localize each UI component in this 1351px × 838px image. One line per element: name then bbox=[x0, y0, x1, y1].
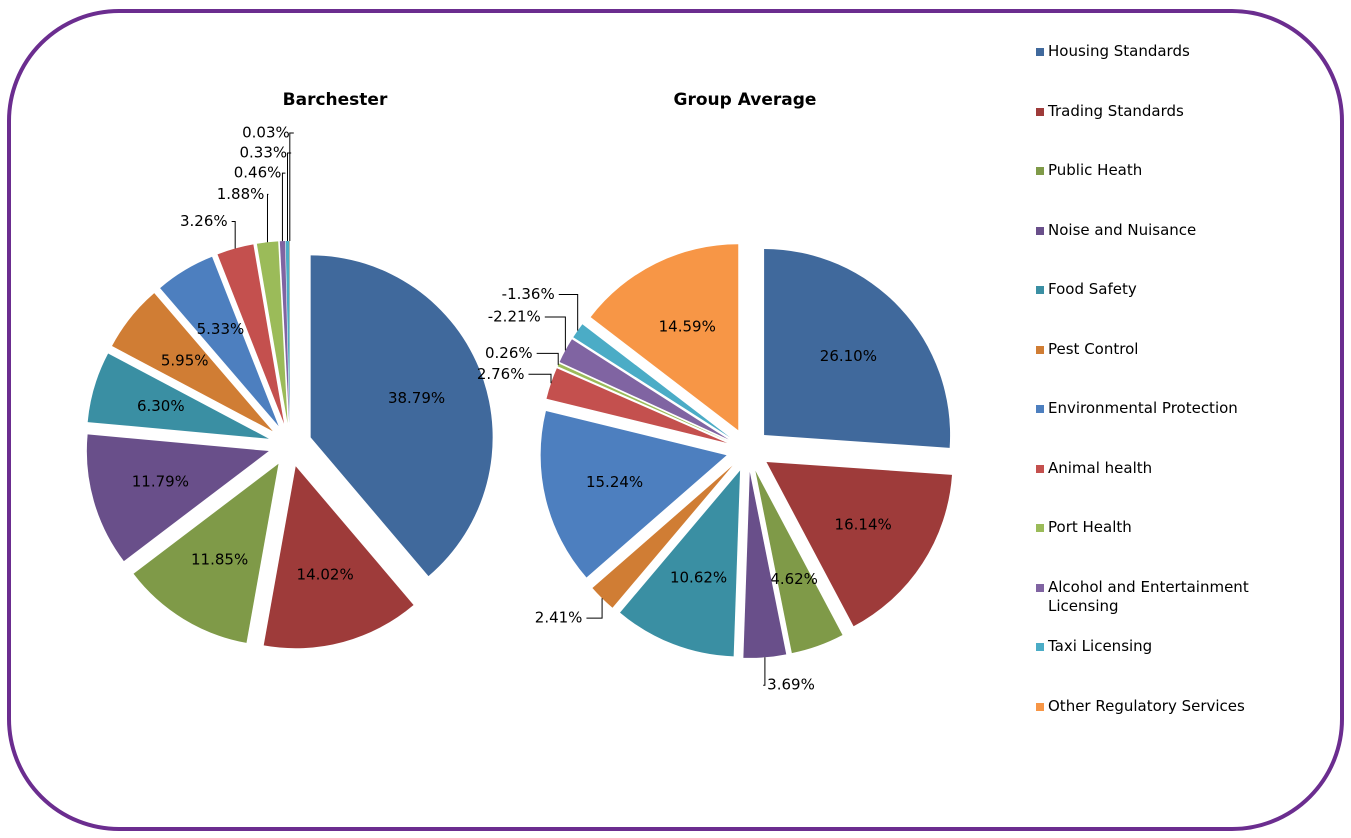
data-label: 5.33% bbox=[197, 320, 245, 338]
pie-slice bbox=[590, 244, 739, 431]
data-label: 2.76% bbox=[477, 365, 525, 383]
legend-label: Pest Control bbox=[1048, 339, 1139, 358]
data-label: 0.26% bbox=[485, 344, 533, 362]
legend-swatch bbox=[1036, 226, 1044, 235]
pie-slice bbox=[592, 465, 733, 608]
leader-line bbox=[544, 316, 566, 351]
legend-item: Animal health bbox=[1036, 459, 1286, 519]
legend-swatch bbox=[1036, 524, 1044, 532]
legend-label: Public Heath bbox=[1048, 161, 1143, 179]
leader-line bbox=[231, 221, 236, 249]
legend-item: Trading Standards bbox=[1036, 102, 1286, 162]
frame bbox=[7, 9, 1344, 831]
legend-label: Noise and Nuisance bbox=[1048, 220, 1197, 239]
legend-item: Housing Standards bbox=[1036, 42, 1286, 102]
legend-swatch bbox=[1036, 643, 1044, 651]
pie-slice bbox=[279, 241, 290, 424]
legend-swatch bbox=[1036, 583, 1044, 592]
data-label: -1.36% bbox=[502, 285, 555, 303]
pie-slice bbox=[755, 470, 843, 654]
data-label: 14.02% bbox=[297, 566, 354, 584]
data-label: 0.46% bbox=[234, 164, 282, 182]
pie-slice bbox=[766, 461, 953, 627]
leader-line bbox=[266, 193, 269, 243]
legend-swatch bbox=[1036, 702, 1044, 711]
legend-item: Environmental Protection bbox=[1036, 399, 1286, 459]
legend-item: Food Safety bbox=[1036, 280, 1286, 340]
legend-swatch bbox=[1036, 286, 1044, 294]
data-label: 26.10% bbox=[820, 347, 877, 365]
leader-line bbox=[763, 657, 766, 686]
legend-item: Pest Control bbox=[1036, 340, 1286, 400]
data-label: 6.30% bbox=[137, 397, 185, 415]
data-label: 11.85% bbox=[191, 551, 248, 569]
pie-slice bbox=[557, 363, 728, 441]
legend-item: Taxi Licensing bbox=[1036, 637, 1286, 697]
data-label: 3.26% bbox=[180, 212, 228, 230]
leader-line bbox=[558, 294, 579, 331]
data-label: 10.62% bbox=[670, 569, 727, 587]
legend-item: Port Health bbox=[1036, 518, 1286, 578]
pie-slice bbox=[87, 353, 269, 439]
legend-swatch bbox=[1036, 405, 1044, 413]
data-label: 1.88% bbox=[217, 185, 265, 203]
pie-slice bbox=[256, 241, 288, 424]
legend-label: Trading Standards bbox=[1048, 101, 1184, 120]
pie-slice bbox=[743, 471, 787, 658]
legend-item: Alcohol and Entertainment Licensing bbox=[1036, 578, 1286, 638]
leader-line bbox=[536, 352, 559, 365]
chart-title: Group Average bbox=[674, 90, 817, 110]
legend-label: Food Safety bbox=[1048, 280, 1137, 298]
pie-slice bbox=[86, 434, 269, 562]
data-label: 0.33% bbox=[240, 144, 288, 162]
legend-swatch bbox=[1036, 464, 1044, 473]
data-label: 14.59% bbox=[659, 317, 716, 335]
pie-slice bbox=[263, 466, 414, 649]
pie-slice bbox=[540, 410, 727, 578]
legend-item: Public Heath bbox=[1036, 161, 1286, 221]
pie-slice bbox=[112, 293, 273, 432]
pie-slice bbox=[546, 368, 728, 443]
pie-slice bbox=[559, 339, 729, 440]
leader-line bbox=[528, 373, 552, 384]
leader-line bbox=[289, 132, 294, 242]
data-label: 15.24% bbox=[586, 473, 643, 491]
leader-line bbox=[586, 598, 603, 619]
legend-label: Animal health bbox=[1048, 458, 1153, 477]
legend-swatch bbox=[1036, 345, 1044, 354]
legend-item: Noise and Nuisance bbox=[1036, 221, 1286, 281]
data-label: 38.79% bbox=[388, 389, 445, 407]
pie-slice bbox=[310, 255, 493, 577]
legend-label: Housing Standards bbox=[1048, 42, 1190, 60]
pie-slice bbox=[573, 324, 730, 438]
pie-slice bbox=[764, 248, 951, 448]
legend-label: Environmental Protection bbox=[1048, 399, 1238, 417]
data-label: 5.95% bbox=[161, 351, 209, 369]
legend-item: Other Regulatory Services bbox=[1036, 697, 1286, 757]
pie-slice bbox=[285, 241, 290, 424]
data-label: 0.03% bbox=[242, 124, 290, 142]
data-label: 16.14% bbox=[835, 515, 892, 533]
pie-slice bbox=[619, 470, 741, 657]
legend-label: Other Regulatory Services bbox=[1048, 696, 1245, 715]
chart-title: Barchester bbox=[283, 90, 388, 110]
data-label: 11.79% bbox=[132, 473, 189, 491]
legend-swatch bbox=[1036, 107, 1044, 116]
legend-label: Port Health bbox=[1048, 518, 1132, 536]
legend-swatch bbox=[1036, 48, 1044, 56]
leader-line bbox=[281, 172, 286, 242]
pie-slice bbox=[217, 244, 285, 424]
pie-slice bbox=[160, 256, 279, 427]
data-label: -2.21% bbox=[488, 308, 541, 326]
legend-label: Taxi Licensing bbox=[1048, 637, 1153, 655]
legend-swatch bbox=[1036, 167, 1044, 175]
legend-label: Alcohol and Entertainment Licensing bbox=[1048, 577, 1249, 615]
data-label: 4.62% bbox=[770, 570, 818, 588]
legend: Housing Standards Trading Standards Public… bbox=[1036, 42, 1286, 756]
pie-slice bbox=[133, 463, 279, 643]
data-label: 2.41% bbox=[535, 609, 583, 627]
data-label: 3.69% bbox=[767, 676, 815, 694]
